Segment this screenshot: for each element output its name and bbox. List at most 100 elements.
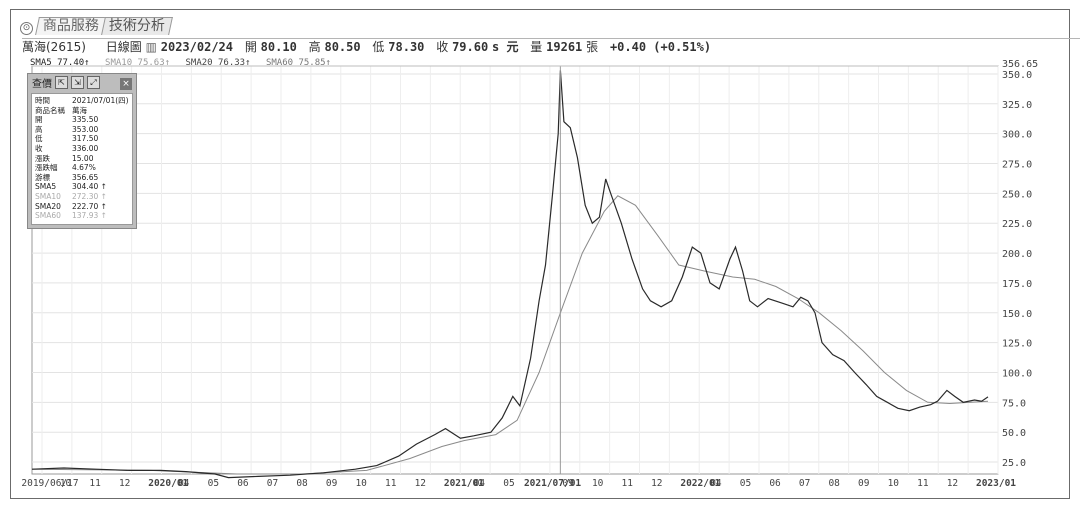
info-row-key: 低 bbox=[35, 134, 43, 144]
volume-value: 19261 bbox=[546, 40, 583, 54]
x-tick-label: 09 bbox=[326, 478, 338, 489]
expand-icon[interactable]: ⤢ bbox=[87, 75, 100, 89]
info-row: SMA60 137.93 ↑ bbox=[32, 211, 132, 221]
info-row-key: SMA5 bbox=[35, 182, 57, 192]
close-value: 79.60 bbox=[452, 40, 489, 54]
y-tick-label: 125.0 bbox=[1002, 339, 1032, 350]
x-tick-label: 2020/01 bbox=[148, 478, 188, 489]
x-tick-label: 04 bbox=[474, 478, 486, 489]
info-row-value: 4.67% bbox=[72, 163, 96, 173]
info-row-key: 商品名稱 bbox=[35, 105, 65, 115]
info-row-key: 漲跌 bbox=[35, 153, 50, 163]
volume-unit: 張 bbox=[586, 40, 599, 54]
x-tick-label: 05 bbox=[503, 478, 514, 489]
info-row-key: 時間 bbox=[35, 96, 50, 105]
sma-long-line bbox=[31, 195, 989, 475]
x-tick-label: 06 bbox=[237, 478, 249, 489]
price-line bbox=[31, 70, 989, 479]
high-value: 80.50 bbox=[324, 40, 361, 54]
info-row-value: 137.93 ↑ bbox=[72, 211, 107, 221]
x-tick-label: 11 bbox=[917, 478, 929, 489]
info-row-value: 353.00 bbox=[72, 124, 99, 134]
sma5-legend: SMA5 77.40↑ bbox=[30, 58, 90, 68]
low-label: 低 bbox=[372, 40, 385, 54]
close-icon[interactable]: × bbox=[120, 78, 132, 90]
open-label: 開 bbox=[244, 40, 257, 54]
info-row-key: 開 bbox=[35, 115, 43, 125]
info-row: 收 336.00 bbox=[32, 144, 132, 154]
y-tick-label: 325.0 bbox=[1002, 100, 1032, 111]
plot-area bbox=[31, 65, 999, 475]
sma10-legend: SMA10 75.63↑ bbox=[105, 58, 171, 68]
x-tick-label: 04 bbox=[710, 478, 722, 489]
info-row-value: 15.00 bbox=[72, 153, 94, 163]
info-row-key: 收 bbox=[35, 143, 43, 153]
info-row-value: 304.40 ↑ bbox=[72, 182, 107, 192]
x-tick-label: 11 bbox=[385, 478, 397, 489]
x-tick-label: 04 bbox=[178, 478, 190, 489]
chart-kind[interactable]: 日線圖 bbox=[105, 40, 142, 54]
volume-label: 量 bbox=[530, 40, 543, 54]
sma60-legend: SMA60 75.85↑ bbox=[265, 58, 331, 68]
square-icon: ▥ bbox=[145, 40, 157, 54]
info-row: 商品名稱 萬海 bbox=[32, 106, 132, 116]
x-tick-label: 08 bbox=[828, 478, 840, 489]
y-tick-label: 50.0 bbox=[1002, 428, 1026, 439]
info-row-value: 335.50 bbox=[72, 115, 99, 125]
info-row-value: 222.70 ↑ bbox=[72, 201, 107, 211]
x-tick-label: 10 bbox=[888, 478, 900, 489]
x-tick-label: 07 bbox=[267, 478, 278, 489]
quote-info-box[interactable]: 查價 ⇱ ⇲ ⤢ × 時間 2021/07/01(四) 商品名稱 萬海開 335.50 高… bbox=[27, 73, 137, 229]
quote-header: 萬海(2615) 日線圖 ▥ 2023/02/24 開 80.10 高 80.5… bbox=[22, 38, 1080, 56]
info-row-value: 317.50 bbox=[72, 134, 99, 144]
info-row-key: SMA20 bbox=[35, 201, 61, 211]
info-row: 高 353.00 bbox=[32, 125, 132, 135]
low-value: 78.30 bbox=[388, 40, 425, 54]
info-row-key: SMA60 bbox=[35, 211, 61, 221]
y-tick-label: 75.0 bbox=[1002, 398, 1026, 409]
info-row-key: 高 bbox=[35, 124, 43, 134]
cursor-value-label: 356.65 bbox=[1002, 59, 1038, 70]
x-tick-label: 12 bbox=[947, 478, 958, 489]
y-tick-label: 25.0 bbox=[1002, 458, 1026, 469]
y-tick-label: 350.0 bbox=[1002, 70, 1032, 81]
info-row: 游標 356.65 bbox=[32, 173, 132, 183]
open-value: 80.10 bbox=[260, 40, 297, 54]
x-tick-label: 09 bbox=[562, 478, 574, 489]
stock-name: 萬海(2615) bbox=[22, 40, 86, 54]
x-tick-label: 2019/06/17 bbox=[21, 478, 78, 489]
x-tick-label: 05 bbox=[208, 478, 219, 489]
x-tick-label: 08 bbox=[296, 478, 308, 489]
sma20-legend: SMA20 76.33↑ bbox=[185, 58, 251, 68]
y-tick-label: 275.0 bbox=[1002, 160, 1032, 171]
x-tick-label: 06 bbox=[769, 478, 781, 489]
info-row: 時間 2021/07/01(四) bbox=[32, 96, 132, 106]
info-row-key: 漲跌幅 bbox=[35, 163, 58, 173]
x-tick-label: 2022/01 bbox=[680, 478, 720, 489]
info-box-body: 時間 2021/07/01(四) 商品名稱 萬海開 335.50 高 353.00 低 317.… bbox=[31, 93, 133, 225]
info-row-value: 2021/07/01(四) bbox=[72, 96, 129, 105]
x-tick-label: 2021/07/01 bbox=[524, 478, 581, 489]
info-row: 漲跌幅 4.67% bbox=[32, 163, 132, 173]
info-row: SMA20 222.70 ↑ bbox=[32, 202, 132, 212]
info-box-title: 查價 bbox=[32, 78, 52, 90]
info-row-value: 272.30 ↑ bbox=[72, 191, 107, 201]
price-change: +0.40 (+0.51%) bbox=[609, 40, 712, 54]
y-tick-label: 200.0 bbox=[1002, 249, 1032, 260]
high-label: 高 bbox=[308, 40, 321, 54]
zoom-in-icon[interactable]: ⇱ bbox=[55, 75, 68, 89]
info-row: SMA5 304.40 ↑ bbox=[32, 182, 132, 192]
x-tick-label: 2021/01 bbox=[444, 478, 484, 489]
info-row: 漲跌 15.00 bbox=[32, 154, 132, 164]
y-tick-label: 250.0 bbox=[1002, 189, 1032, 200]
x-tick-label: 11 bbox=[622, 478, 634, 489]
info-row-value: 356.65 bbox=[72, 172, 99, 182]
info-row-value: 336.00 bbox=[72, 143, 99, 153]
y-tick-label: 300.0 bbox=[1002, 130, 1032, 141]
x-tick-label: 09 bbox=[858, 478, 870, 489]
info-row-key: 游標 bbox=[35, 172, 50, 182]
zoom-out-icon[interactable]: ⇲ bbox=[71, 75, 84, 89]
tab-bar: ⊙ 商品服務 技術分析 bbox=[20, 17, 173, 35]
toggle-icon[interactable]: ⊙ bbox=[20, 22, 33, 35]
